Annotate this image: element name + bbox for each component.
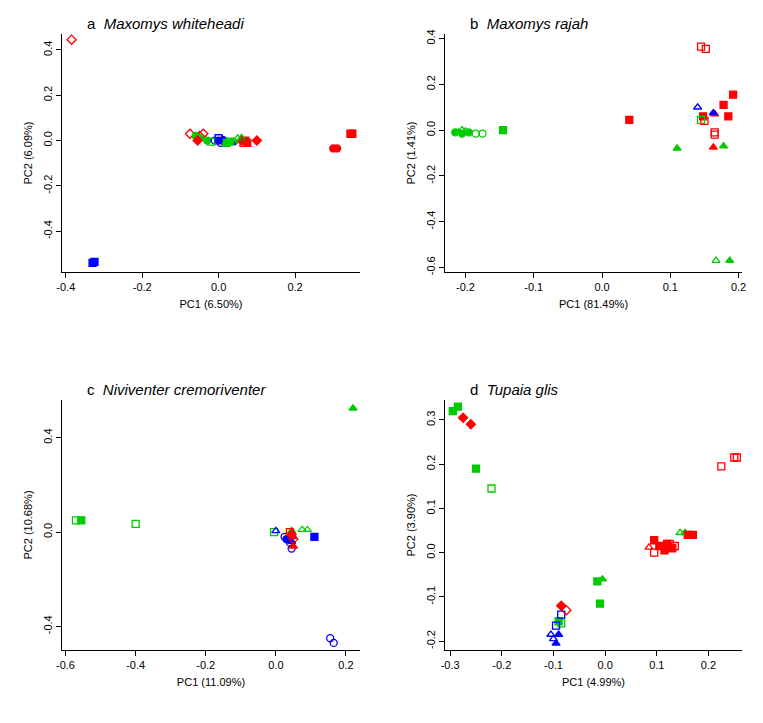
- svg-text:0.2: 0.2: [338, 659, 353, 671]
- svg-text:-0.2: -0.2: [456, 281, 475, 293]
- svg-text:PC2 (6.09%): PC2 (6.09%): [22, 122, 34, 185]
- svg-text:0.0: 0.0: [42, 131, 54, 146]
- svg-text:a Maxomys whiteheadi: a Maxomys whiteheadi: [87, 15, 244, 32]
- svg-text:-0.4: -0.4: [126, 659, 145, 671]
- svg-text:0.2: 0.2: [287, 281, 302, 293]
- svg-text:0.1: 0.1: [663, 281, 678, 293]
- svg-text:PC1 (81.49%): PC1 (81.49%): [559, 298, 628, 310]
- svg-text:PC2 (3.90%): PC2 (3.90%): [405, 494, 417, 557]
- svg-text:0.0: 0.0: [42, 523, 54, 538]
- svg-text:-0.4: -0.4: [56, 281, 75, 293]
- svg-text:0.2: 0.2: [425, 75, 437, 90]
- svg-text:0.2: 0.2: [731, 281, 746, 293]
- svg-text:0.2: 0.2: [42, 86, 54, 101]
- svg-text:0.4: 0.4: [425, 29, 437, 44]
- svg-text:-0.1: -0.1: [425, 586, 437, 605]
- svg-text:0.0: 0.0: [594, 281, 609, 293]
- svg-text:-0.4: -0.4: [425, 211, 437, 230]
- svg-text:-0.3: -0.3: [441, 659, 460, 671]
- svg-text:0.1: 0.1: [649, 659, 664, 671]
- svg-text:0.0: 0.0: [597, 659, 612, 671]
- svg-text:0.0: 0.0: [425, 121, 437, 136]
- svg-text:-0.6: -0.6: [425, 256, 437, 275]
- svg-text:0.2: 0.2: [701, 659, 716, 671]
- svg-text:0.3: 0.3: [425, 411, 437, 426]
- svg-text:PC1 (11.09%): PC1 (11.09%): [177, 676, 245, 688]
- svg-text:0.2: 0.2: [425, 455, 437, 470]
- svg-text:c Niviventer cremoriventer: c Niviventer cremoriventer: [87, 381, 266, 398]
- svg-text:-0.1: -0.1: [544, 659, 563, 671]
- svg-text:-0.2: -0.2: [425, 630, 437, 649]
- svg-text:-0.2: -0.2: [425, 165, 437, 184]
- svg-text:-0.4: -0.4: [42, 220, 54, 239]
- svg-text:-0.2: -0.2: [133, 281, 152, 293]
- svg-text:PC2 (10.68%): PC2 (10.68%): [22, 490, 34, 559]
- svg-text:0.0: 0.0: [211, 281, 226, 293]
- svg-text:0.0: 0.0: [268, 659, 283, 671]
- svg-text:0.4: 0.4: [42, 41, 54, 56]
- svg-text:-0.6: -0.6: [56, 659, 75, 671]
- svg-text:PC2 (1.41%): PC2 (1.41%): [405, 122, 417, 185]
- svg-text:0.4: 0.4: [42, 428, 54, 443]
- svg-text:-0.2: -0.2: [196, 659, 215, 671]
- svg-text:b Maxomys rajah: b Maxomys rajah: [470, 15, 588, 32]
- svg-text:-0.4: -0.4: [42, 615, 54, 634]
- svg-text:0.1: 0.1: [425, 499, 437, 514]
- svg-text:-0.2: -0.2: [42, 175, 54, 194]
- svg-text:PC1 (4.99%): PC1 (4.99%): [562, 676, 625, 688]
- svg-text:d Tupaia glis: d Tupaia glis: [470, 381, 559, 398]
- svg-text:PC1 (6.50%): PC1 (6.50%): [180, 298, 243, 310]
- svg-text:0.0: 0.0: [425, 543, 437, 558]
- svg-text:-0.1: -0.1: [524, 281, 543, 293]
- svg-text:-0.2: -0.2: [492, 659, 511, 671]
